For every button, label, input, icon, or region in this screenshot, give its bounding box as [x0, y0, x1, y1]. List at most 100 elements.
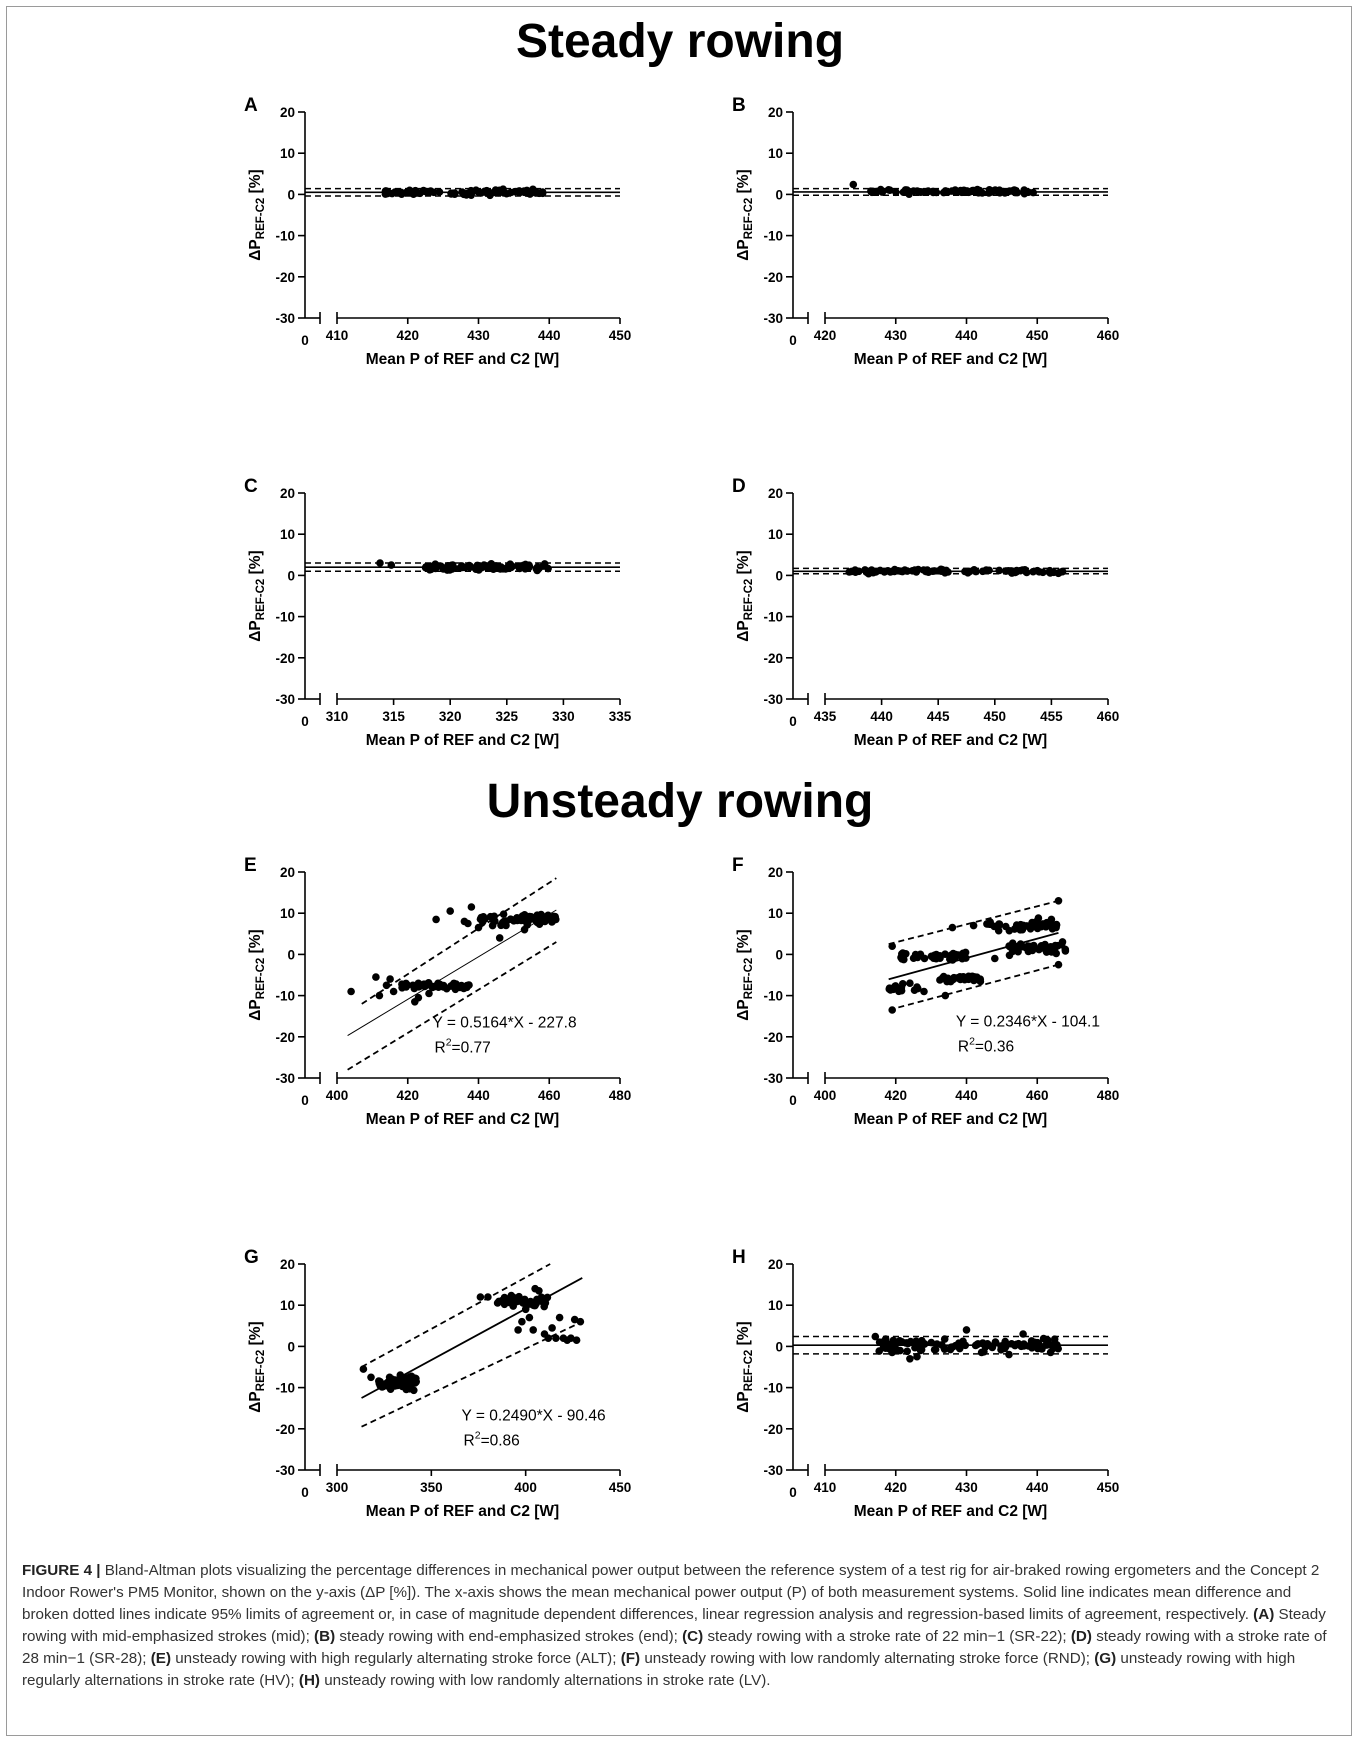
x-tick-label: 435: [814, 709, 837, 724]
x-tick-label: 430: [467, 328, 490, 343]
x-tick-label: 400: [514, 1480, 537, 1495]
data-point: [504, 1295, 513, 1304]
y-axis-title-main: ΔP: [735, 1391, 752, 1412]
data-point: [1005, 942, 1013, 950]
r-squared-exponent: 2: [475, 1430, 481, 1442]
data-point: [430, 562, 439, 570]
data-point: [372, 973, 380, 981]
regression-limit-line: [361, 1263, 551, 1368]
data-point: [961, 948, 970, 957]
y-tick-label: 0: [287, 947, 295, 962]
x-tick-label: 440: [1026, 1480, 1049, 1495]
data-point: [1046, 569, 1054, 577]
data-point: [535, 189, 543, 198]
data-point: [502, 921, 510, 930]
y-tick-label: 10: [768, 906, 783, 921]
x-tick-label: 420: [396, 1088, 419, 1103]
data-point: [1050, 1335, 1059, 1343]
y-tick-label: -10: [763, 989, 783, 1004]
data-point: [930, 951, 939, 960]
y-tick-label: -30: [275, 692, 295, 707]
figure-frame: [6, 6, 1352, 1736]
data-point: [1046, 1348, 1055, 1357]
y-tick-label: -20: [275, 651, 295, 666]
y-tick-label: 20: [280, 865, 295, 880]
data-point: [510, 917, 518, 925]
data-point: [991, 1338, 1000, 1347]
data-point: [461, 563, 469, 572]
y-axis-title: ΔPREF-C2 [%]: [247, 1321, 267, 1412]
data-point: [955, 1344, 964, 1353]
data-point: [432, 915, 440, 924]
y-tick-label: 10: [768, 1298, 783, 1313]
data-point: [948, 923, 957, 932]
y-tick-label: -20: [763, 1030, 783, 1045]
caption-text: Bland-Altman plots visualizing the perce…: [22, 1562, 1320, 1623]
panel-e: E -30 -20 -10 0 10 20 ΔPREF-C2 [%] 0 400 420 440 460…: [244, 855, 631, 1128]
y-axis-title: ΔPREF-C2 [%]: [735, 929, 755, 1020]
data-point: [1050, 946, 1059, 955]
data-point: [1016, 920, 1025, 929]
data-point: [499, 185, 507, 193]
data-point: [1024, 947, 1033, 956]
r-squared-exponent: 2: [446, 1037, 452, 1049]
data-point: [1031, 1338, 1039, 1347]
data-point: [1014, 947, 1022, 956]
y-tick-label: -20: [275, 1030, 295, 1045]
data-point: [576, 1317, 585, 1326]
y-axis-title-main: ΔP: [247, 620, 264, 641]
data-point: [542, 913, 550, 921]
y-tick-label: -10: [763, 229, 783, 244]
data-point: [969, 921, 978, 930]
y-axis-title-sub: REF-C2: [743, 198, 755, 240]
x-axis-title: Mean P of REF and C2 [W]: [366, 1111, 559, 1128]
data-point: [1053, 1341, 1061, 1349]
regression-limit-line: [347, 941, 557, 1071]
data-point: [1030, 941, 1038, 950]
data-point: [885, 1340, 894, 1349]
data-point: [474, 923, 483, 932]
data-point: [525, 912, 534, 921]
panel-letter: B: [732, 95, 746, 116]
data-point: [867, 566, 876, 574]
x-tick-label: 325: [496, 709, 519, 724]
panel-d: D -30 -20 -10 0 10 20 ΔPREF-C2 [%] 0 435 440 445 450…: [732, 476, 1119, 749]
data-point: [1001, 1337, 1009, 1346]
caption-part-d: (D) steady rowing with a stroke rate of …: [22, 1628, 1327, 1667]
data-point: [375, 1379, 384, 1388]
panel-c: C -30 -20 -10 0 10 20 ΔPREF-C2 [%] 0 310 315 320 325…: [244, 476, 632, 749]
data-point: [886, 568, 895, 576]
data-point: [1008, 569, 1016, 577]
y-tick-label: 20: [768, 105, 783, 120]
data-point: [552, 1334, 560, 1342]
data-point: [932, 188, 941, 197]
y-tick-label: 0: [775, 1339, 783, 1354]
x-tick-label: 350: [420, 1480, 443, 1495]
y-axis-title-main: ΔP: [247, 999, 264, 1020]
data-point: [886, 186, 894, 194]
data-point: [499, 910, 508, 918]
data-point: [959, 1337, 967, 1346]
data-point: [912, 1337, 920, 1345]
data-point: [868, 188, 876, 197]
data-point: [888, 942, 896, 950]
data-point: [467, 903, 476, 911]
x-axis-title: Mean P of REF and C2 [W]: [854, 1111, 1047, 1128]
r-squared: R2=0.77: [435, 1037, 491, 1057]
data-point: [906, 1355, 914, 1363]
data-point: [918, 1338, 927, 1347]
x-tick-label: 330: [552, 709, 575, 724]
y-tick-label: 20: [280, 486, 295, 501]
data-point: [886, 986, 895, 994]
data-point: [966, 972, 975, 981]
y-tick-label: 10: [768, 146, 783, 161]
data-point: [1021, 187, 1029, 196]
y-axis-title-main: ΔP: [735, 620, 752, 641]
data-point: [519, 561, 527, 570]
data-point: [552, 915, 560, 924]
data-point: [533, 563, 542, 571]
panel-letter: F: [732, 855, 744, 876]
y-tick-label: -20: [763, 651, 783, 666]
x-tick-label-zero: 0: [789, 714, 797, 729]
